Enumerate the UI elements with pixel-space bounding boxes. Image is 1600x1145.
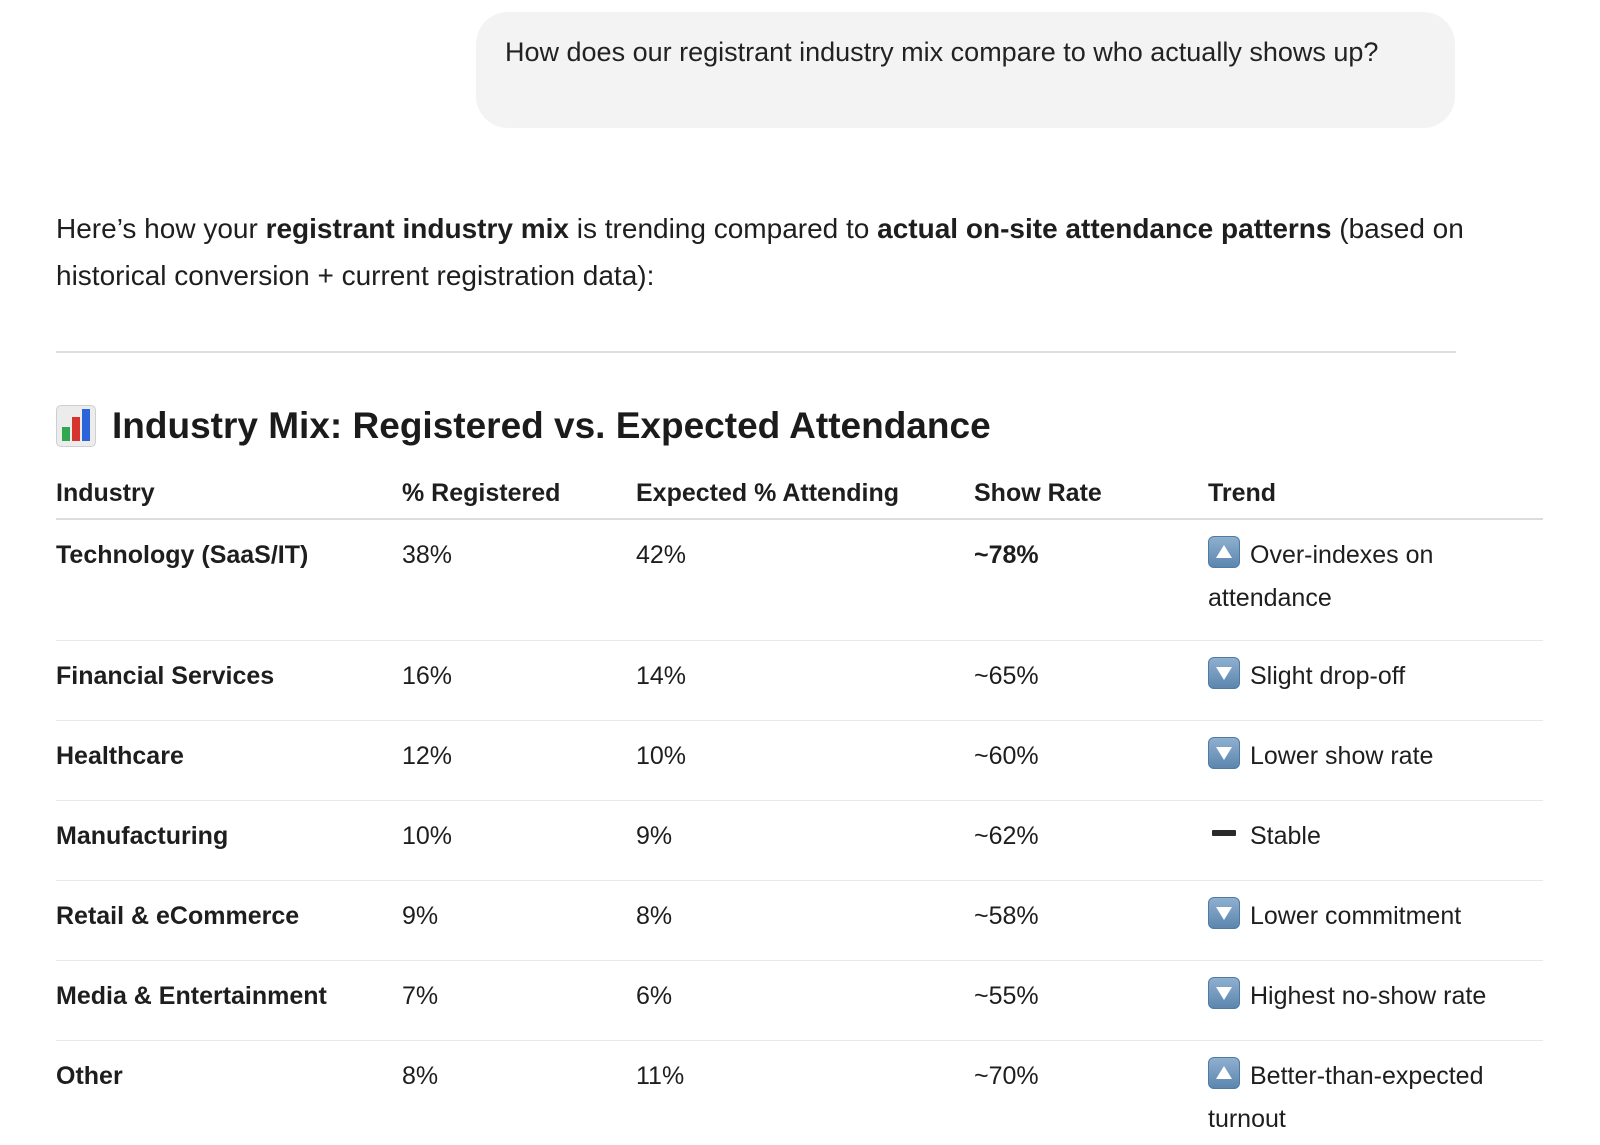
- cell-trend: Better-than-expected turnout: [1208, 1055, 1543, 1141]
- table-row: Manufacturing 10% 9% ~62% Stable: [56, 801, 1543, 881]
- cell-attending: 6%: [636, 982, 673, 1010]
- cell-show-rate: ~60%: [974, 742, 1039, 770]
- section-heading: Industry Mix: Registered vs. Expected At…: [56, 400, 991, 452]
- cell-industry: Other: [56, 1062, 123, 1090]
- cell-attending: 11%: [636, 1062, 685, 1090]
- section-title-text: Industry Mix: Registered vs. Expected At…: [112, 405, 991, 446]
- header-expected-attending: Expected % Attending: [636, 479, 899, 507]
- cell-show-rate: ~78%: [974, 541, 1039, 569]
- cell-registered: 8%: [402, 1062, 439, 1090]
- trend-text: Over-indexes on attendance: [1208, 541, 1434, 612]
- cell-trend: Highest no-show rate: [1208, 975, 1543, 1018]
- cell-registered: 7%: [402, 982, 439, 1010]
- cell-registered: 38%: [402, 541, 453, 569]
- cell-show-rate: ~65%: [974, 662, 1039, 690]
- down-arrow-icon: [1208, 897, 1240, 929]
- table-row: Healthcare 12% 10% ~60% Lower show rate: [56, 721, 1543, 801]
- cell-trend: Lower show rate: [1208, 735, 1543, 778]
- cell-industry: Media & Entertainment: [56, 982, 327, 1010]
- header-show-rate: Show Rate: [974, 479, 1102, 507]
- trend-text: Lower show rate: [1250, 742, 1434, 770]
- cell-registered: 16%: [402, 662, 453, 690]
- up-arrow-icon: [1208, 1057, 1240, 1089]
- cell-trend: Over-indexes on attendance: [1208, 534, 1543, 620]
- header-registered: % Registered: [402, 479, 561, 507]
- intro-text: (based on historical conversion + curren…: [56, 213, 1464, 291]
- assistant-intro-paragraph: Here’s how your registrant industry mix …: [56, 205, 1476, 299]
- dash-icon: [1208, 817, 1240, 849]
- section-divider: [56, 351, 1456, 353]
- cell-industry: Retail & eCommerce: [56, 902, 300, 930]
- cell-registered: 9%: [402, 902, 439, 930]
- table-row: Retail & eCommerce 9% 8% ~58% Lower comm…: [56, 881, 1543, 961]
- cell-attending: 10%: [636, 742, 687, 770]
- cell-show-rate: ~58%: [974, 902, 1039, 930]
- cell-industry: Technology (SaaS/IT): [56, 541, 309, 569]
- cell-registered: 10%: [402, 822, 453, 850]
- user-message-bubble: How does our registrant industry mix com…: [476, 12, 1455, 128]
- trend-text: Lower commitment: [1250, 902, 1462, 930]
- cell-attending: 42%: [636, 541, 687, 569]
- cell-show-rate: ~70%: [974, 1062, 1039, 1090]
- intro-bold-registrant-mix: registrant industry mix: [265, 213, 569, 244]
- down-arrow-icon: [1208, 737, 1240, 769]
- down-arrow-icon: [1208, 977, 1240, 1009]
- table-row: Technology (SaaS/IT) 38% 42% ~78% Over-i…: [56, 520, 1543, 641]
- intro-text: Here’s how your: [56, 213, 266, 244]
- trend-text: Stable: [1250, 822, 1321, 850]
- header-industry: Industry: [56, 479, 155, 507]
- bar-chart-icon: [56, 405, 96, 447]
- intro-bold-attendance-patterns: actual on-site attendance patterns: [877, 213, 1332, 244]
- table-row: Media & Entertainment 7% 6% ~55% Highest…: [56, 961, 1543, 1041]
- trend-text: Highest no-show rate: [1250, 982, 1487, 1010]
- cell-registered: 12%: [402, 742, 453, 770]
- industry-mix-table: Industry % Registered Expected % Attendi…: [56, 466, 1543, 1141]
- trend-text: Slight drop-off: [1250, 662, 1406, 690]
- cell-industry: Healthcare: [56, 742, 184, 770]
- intro-text: is trending compared to: [568, 213, 878, 244]
- table-header-row: Industry % Registered Expected % Attendi…: [56, 466, 1543, 520]
- cell-trend: Lower commitment: [1208, 895, 1543, 938]
- cell-industry: Financial Services: [56, 662, 275, 690]
- cell-trend: Stable: [1208, 815, 1543, 858]
- cell-attending: 9%: [636, 822, 673, 850]
- header-trend: Trend: [1208, 479, 1277, 507]
- cell-show-rate: ~62%: [974, 822, 1039, 850]
- cell-attending: 14%: [636, 662, 687, 690]
- down-arrow-icon: [1208, 657, 1240, 689]
- user-message-text: How does our registrant industry mix com…: [505, 37, 1379, 67]
- table-row: Other 8% 11% ~70% Better-than-expected t…: [56, 1041, 1543, 1141]
- cell-show-rate: ~55%: [974, 982, 1039, 1010]
- trend-text: Better-than-expected turnout: [1208, 1062, 1484, 1133]
- cell-industry: Manufacturing: [56, 822, 229, 850]
- table-row: Financial Services 16% 14% ~65% Slight d…: [56, 641, 1543, 721]
- cell-attending: 8%: [636, 902, 673, 930]
- up-arrow-icon: [1208, 536, 1240, 568]
- cell-trend: Slight drop-off: [1208, 655, 1543, 698]
